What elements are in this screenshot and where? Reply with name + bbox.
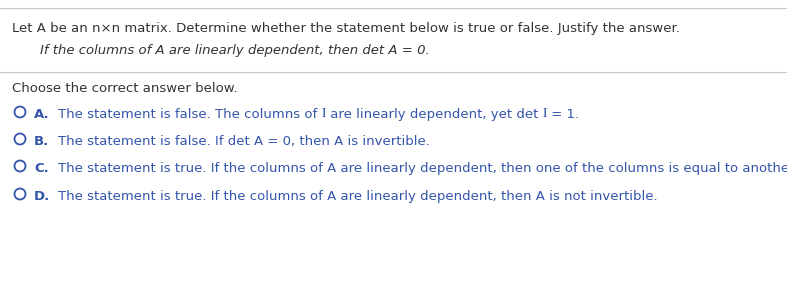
Text: D.: D. <box>34 190 50 203</box>
Text: are linearly dependent, yet det: are linearly dependent, yet det <box>326 108 542 121</box>
Text: Choose the correct answer below.: Choose the correct answer below. <box>12 82 238 95</box>
Text: Let A be an n×n matrix. Determine whether the statement below is true or false. : Let A be an n×n matrix. Determine whethe… <box>12 22 680 35</box>
Text: The statement is false. The columns of: The statement is false. The columns of <box>58 108 322 121</box>
Text: I: I <box>542 108 547 120</box>
Text: The statement is true. If the columns of A are linearly dependent, then A is not: The statement is true. If the columns of… <box>58 190 658 203</box>
Text: = 1.: = 1. <box>547 108 579 121</box>
Text: C.: C. <box>34 162 49 175</box>
Text: B.: B. <box>34 135 50 148</box>
Text: The statement is true. If the columns of A are linearly dependent, then one of t: The statement is true. If the columns of… <box>58 162 787 175</box>
Text: If the columns of A are linearly dependent, then det A = 0.: If the columns of A are linearly depende… <box>40 44 430 57</box>
Text: A.: A. <box>34 108 50 121</box>
Text: I: I <box>322 108 326 120</box>
Text: The statement is false. If det A = 0, then A is invertible.: The statement is false. If det A = 0, th… <box>58 135 430 148</box>
